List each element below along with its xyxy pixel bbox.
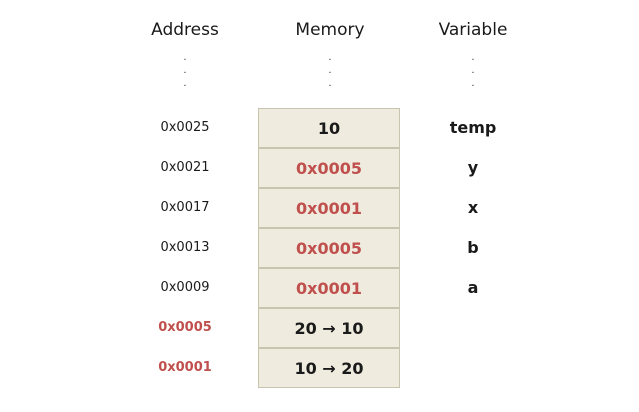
- address-label: 0x0017: [160, 200, 210, 215]
- variable-ellipsis: · · ·: [471, 55, 475, 92]
- address-label: 0x0025: [160, 120, 210, 135]
- memory-cell: 0x0001: [258, 268, 400, 308]
- address-ellipsis: · · ·: [183, 55, 187, 92]
- variable-column-header: Variable: [438, 20, 508, 40]
- address-label-highlighted: 0x0001: [158, 360, 212, 375]
- memory-cell-swapped: 20 → 10: [258, 308, 400, 348]
- variable-name: b: [467, 238, 479, 257]
- memory-cell: 0x0005: [258, 228, 400, 268]
- address-label: 0x0021: [160, 160, 210, 175]
- memory-column-header: Memory: [295, 20, 365, 40]
- memory-cell: 0x0001: [258, 188, 400, 228]
- variable-name: a: [467, 278, 479, 297]
- variable-name: x: [467, 198, 479, 217]
- address-label-highlighted: 0x0005: [158, 320, 212, 335]
- memory-cell: 0x0005: [258, 148, 400, 188]
- address-label: 0x0009: [160, 280, 210, 295]
- variable-name: y: [467, 158, 479, 177]
- memory-cell-swapped: 10 → 20: [258, 348, 400, 388]
- memory-cell: 10: [258, 108, 400, 148]
- memory-ellipsis: · · ·: [328, 55, 332, 92]
- variable-name: temp: [449, 118, 497, 137]
- address-label: 0x0013: [160, 240, 210, 255]
- address-column-header: Address: [151, 20, 219, 40]
